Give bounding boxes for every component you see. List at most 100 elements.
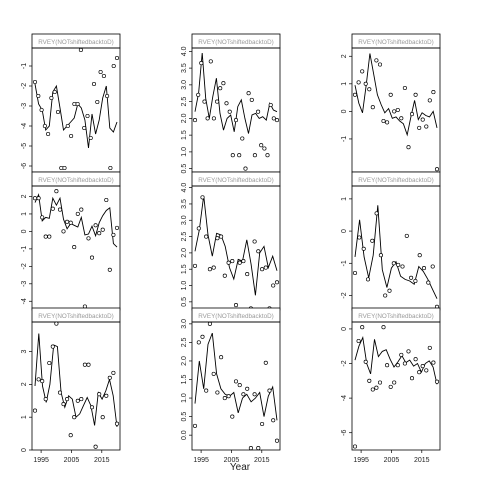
data-point xyxy=(413,357,418,362)
data-point xyxy=(431,90,436,95)
panel-9: RVEY(NOTshiftedbacktoD) -6 -4 -2 0 1995 2005 20… xyxy=(341,307,441,464)
data-point xyxy=(381,325,386,330)
x-tick-label: 2005 xyxy=(384,457,400,464)
data-point xyxy=(400,264,405,269)
data-point xyxy=(385,120,390,125)
data-point xyxy=(262,146,267,151)
data-point xyxy=(409,376,415,381)
data-point xyxy=(265,153,270,158)
data-point xyxy=(357,235,362,240)
data-point xyxy=(108,165,113,171)
series-line xyxy=(34,83,118,149)
x-tick-label: 2015 xyxy=(94,457,110,464)
data-point xyxy=(252,392,257,397)
data-point xyxy=(89,255,95,260)
y-tick-label: 1.0 xyxy=(181,147,188,157)
data-point xyxy=(85,113,90,119)
data-point xyxy=(420,364,425,369)
data-point xyxy=(268,102,273,108)
data-point xyxy=(95,99,100,105)
data-point xyxy=(32,196,38,201)
data-point xyxy=(360,325,365,330)
data-point xyxy=(274,438,280,443)
data-point xyxy=(204,234,209,239)
strip-label: RVEY(NOTshiftedbacktoD) xyxy=(198,177,273,184)
x-tick-label: 2005 xyxy=(64,457,80,464)
data-point xyxy=(409,112,415,117)
data-point xyxy=(104,393,109,398)
data-point xyxy=(230,259,235,264)
data-point xyxy=(196,340,201,345)
y-tick-label: 0 xyxy=(341,327,348,331)
data-point xyxy=(89,405,95,410)
series-line xyxy=(354,205,438,299)
data-point xyxy=(240,136,245,141)
y-tick-label: 2.0 xyxy=(181,356,188,366)
data-point xyxy=(356,80,361,85)
data-point xyxy=(260,267,265,272)
data-point xyxy=(391,261,396,266)
data-point xyxy=(107,267,112,272)
y-tick-label: -1 xyxy=(21,63,28,69)
y-tick-label: 1.5 xyxy=(181,264,188,274)
y-tick-label: 1.0 xyxy=(181,393,188,403)
strip-label: RVEY(NOTshiftedbacktoD) xyxy=(38,39,113,46)
y-tick-label: -4 xyxy=(21,123,28,129)
data-point xyxy=(241,392,246,397)
y-tick-label: 3 xyxy=(21,349,28,353)
y-tick-label: 0.5 xyxy=(181,297,188,307)
data-point xyxy=(256,446,261,451)
data-point xyxy=(97,231,102,236)
panel-3: RVEY(NOTshiftedbacktoD) -1 0 1 2 xyxy=(341,33,441,173)
data-point xyxy=(402,85,407,91)
y-tick-label: 2 xyxy=(21,382,28,386)
data-point xyxy=(61,402,66,407)
series-line xyxy=(34,333,118,428)
y-tick-label: 2 xyxy=(341,54,348,58)
data-point xyxy=(409,275,414,280)
y-tick-label: 2 xyxy=(21,194,28,198)
data-point xyxy=(111,63,116,69)
data-point xyxy=(199,61,204,66)
data-point xyxy=(114,225,120,230)
data-point xyxy=(75,398,80,403)
data-point xyxy=(50,344,55,349)
data-point xyxy=(114,55,120,61)
data-point xyxy=(271,418,276,423)
data-point xyxy=(192,263,198,268)
data-point xyxy=(86,362,91,367)
data-point xyxy=(356,338,361,344)
data-point xyxy=(402,361,407,366)
y-tick-label: 0.5 xyxy=(181,164,188,174)
data-point xyxy=(252,153,257,158)
data-point xyxy=(200,334,205,339)
data-point xyxy=(260,421,265,427)
data-point xyxy=(98,69,103,75)
plot-border xyxy=(31,321,121,451)
data-point xyxy=(211,371,216,376)
data-point xyxy=(237,260,242,265)
panel-1: RVEY(NOTshiftedbacktoD) -6 -5 -4 -3 -2 -1 xyxy=(21,33,121,173)
data-point xyxy=(32,79,38,85)
data-point xyxy=(374,211,379,216)
x-tick-label: 2005 xyxy=(224,457,240,464)
y-tick-label: 3.0 xyxy=(181,215,188,225)
data-point xyxy=(36,196,41,201)
data-point xyxy=(427,345,432,350)
data-point xyxy=(392,109,397,114)
data-point xyxy=(68,433,73,438)
data-point xyxy=(385,363,390,368)
data-point xyxy=(431,360,436,365)
y-tick-label: 1.0 xyxy=(181,281,188,291)
data-point xyxy=(208,59,213,64)
series-line xyxy=(194,332,278,421)
data-point xyxy=(222,273,227,278)
data-point xyxy=(211,116,216,121)
data-point xyxy=(43,397,48,402)
data-point xyxy=(424,124,429,129)
x-tick-label: 1995 xyxy=(353,457,369,464)
strip-label: RVEY(NOTshiftedbacktoD) xyxy=(198,313,273,320)
panel-6: RVEY(NOTshiftedbacktoD) -2 -1 0 1 xyxy=(341,171,441,311)
strip-label: RVEY(NOTshiftedbacktoD) xyxy=(38,177,113,184)
